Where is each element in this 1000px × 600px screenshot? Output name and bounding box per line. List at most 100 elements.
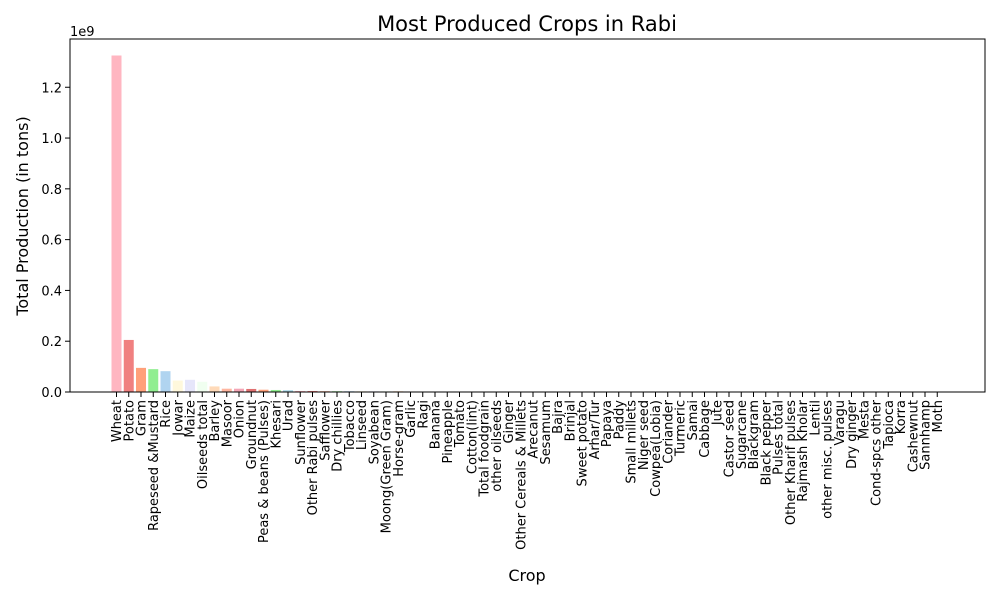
x-tick-label: Total foodgrain xyxy=(478,400,493,498)
x-tick-label: Samai xyxy=(686,400,701,440)
x-tick-label: Ragi xyxy=(416,400,431,429)
x-tick-label: Pineapple xyxy=(441,400,456,463)
bar xyxy=(172,380,183,392)
x-tick-label: Mesta xyxy=(857,400,872,439)
x-tick-label: Bajra xyxy=(551,400,566,434)
x-tick-label: Sannhamp xyxy=(919,400,934,470)
y-tick-label: 1.2 xyxy=(41,81,62,96)
x-tick-label: Varagu xyxy=(833,400,848,446)
x-tick-label: Korra xyxy=(894,400,909,434)
x-tick-label: Other Cereals & Millets xyxy=(514,400,529,550)
y-tick-label: 1.0 xyxy=(41,132,62,147)
bar xyxy=(221,388,232,392)
y-scale-label: 1e9 xyxy=(70,25,95,40)
x-tick-label: Coriander xyxy=(661,399,676,463)
x-tick-label: Paddy xyxy=(612,400,627,440)
x-tick-label: Ginger xyxy=(502,399,517,443)
x-tick-label: Dry chillies xyxy=(331,400,346,472)
x-tick-label: Other Rabi pulses xyxy=(306,400,321,516)
x-tick-label: Rajmash Kholar xyxy=(796,399,811,501)
plot-frame xyxy=(69,38,986,393)
x-tick-label: Maize xyxy=(184,400,199,438)
bar xyxy=(148,369,159,392)
x-tick-label: Cabbage xyxy=(698,400,713,458)
x-tick-label: Sugarcane xyxy=(735,400,750,469)
x-tick-label: Black pepper xyxy=(759,399,774,485)
x-tick-label: Rapeseed &Mustard xyxy=(147,400,162,531)
x-tick-label: Arecanut xyxy=(527,400,542,459)
x-tick-label: Sunflower xyxy=(294,399,309,465)
x-tick-label: Moth xyxy=(931,400,946,433)
x-tick-label: Urad xyxy=(282,400,297,431)
x-axis-title: Crop xyxy=(508,566,545,585)
x-tick-label: Oilseeds total xyxy=(196,400,211,489)
x-tick-label: Other Kharif pulses xyxy=(784,400,799,525)
y-tick-label: 0.2 xyxy=(41,335,62,350)
x-tick-label: Castor seed xyxy=(723,400,738,477)
bar xyxy=(283,390,293,392)
bar xyxy=(160,371,171,392)
x-tick-label: Khesari xyxy=(269,400,284,448)
y-axis: 0.0 0.2 0.4 0.6 0.8 1.0 1.2 xyxy=(41,81,70,401)
x-tick-label: Soyabean xyxy=(367,400,382,464)
x-tick-label: Banana xyxy=(429,400,444,449)
x-tick-label: other misc. pulses xyxy=(821,400,836,519)
bar xyxy=(307,390,318,392)
x-tick-label: Small millets xyxy=(625,400,640,484)
x-tick-label: other oilseeds xyxy=(490,400,505,492)
x-tick-label: Dry ginger xyxy=(845,399,860,469)
chart-title: Most Produced Crops in Rabi xyxy=(377,12,677,36)
x-tick-label: Jowar xyxy=(171,399,186,436)
x-tick-label: Cowpea(Lobia) xyxy=(649,400,664,497)
x-tick-label: Cotton(lint) xyxy=(465,400,480,474)
x-tick-label: Brinjal xyxy=(563,400,578,441)
x-tick-label: Potato xyxy=(122,400,137,441)
x-tick-label: Lentil xyxy=(808,400,823,436)
x-tick-label: Sesamum xyxy=(539,400,554,465)
x-tick-label: Gram xyxy=(135,400,150,436)
bar xyxy=(123,339,134,392)
y-tick-label: 0.6 xyxy=(41,234,62,249)
x-tick-label: Linseed xyxy=(355,400,370,450)
x-tick-label: Pulses total xyxy=(772,400,787,475)
x-tick-label: Onion xyxy=(233,400,248,438)
bar xyxy=(197,381,208,392)
bar xyxy=(246,388,257,392)
bar xyxy=(295,390,306,392)
x-tick-label: Jute xyxy=(710,400,725,426)
x-tick-label: Safflower xyxy=(318,399,333,460)
bar xyxy=(185,379,195,392)
x-tick-label: Tapioca xyxy=(882,400,897,450)
x-tick-label: Barley xyxy=(208,400,223,442)
y-tick-label: 0.8 xyxy=(41,183,62,198)
bar xyxy=(111,55,122,392)
x-tick-label: Masoor xyxy=(220,399,235,447)
x-tick-label: Niger seed xyxy=(637,400,652,470)
x-tick-label: Tobacco xyxy=(343,400,358,453)
x-tick-label: Moong(Green Gram) xyxy=(380,400,395,533)
bar xyxy=(234,388,244,392)
x-tick-label: Garlic xyxy=(404,400,419,438)
x-tick-label: Wheat xyxy=(110,400,125,442)
x-tick-label: Papaya xyxy=(600,400,615,447)
x-tick-label: Rice xyxy=(159,400,174,428)
bar xyxy=(136,367,146,392)
x-tick-label: Cashewnut xyxy=(906,400,921,472)
bar xyxy=(258,389,269,392)
x-tick-label: Cond-spcs other xyxy=(870,399,885,506)
x-tick-label: Turmeric xyxy=(674,400,689,457)
y-axis-title: Total Production (in tons) xyxy=(13,116,32,316)
x-tick-label: Sweet potato xyxy=(576,400,591,486)
x-tick-label: Groundnut xyxy=(245,400,260,469)
x-tick-label: Tomato xyxy=(453,400,468,448)
y-tick-label: 0.4 xyxy=(41,284,62,299)
x-tick-label: Horse-gram xyxy=(392,400,407,477)
bar xyxy=(270,389,281,392)
x-tick-label: Arhar/Tur xyxy=(588,399,603,459)
y-tick-label: 0.0 xyxy=(41,386,62,401)
x-tick-label: Blackgram xyxy=(747,400,762,469)
